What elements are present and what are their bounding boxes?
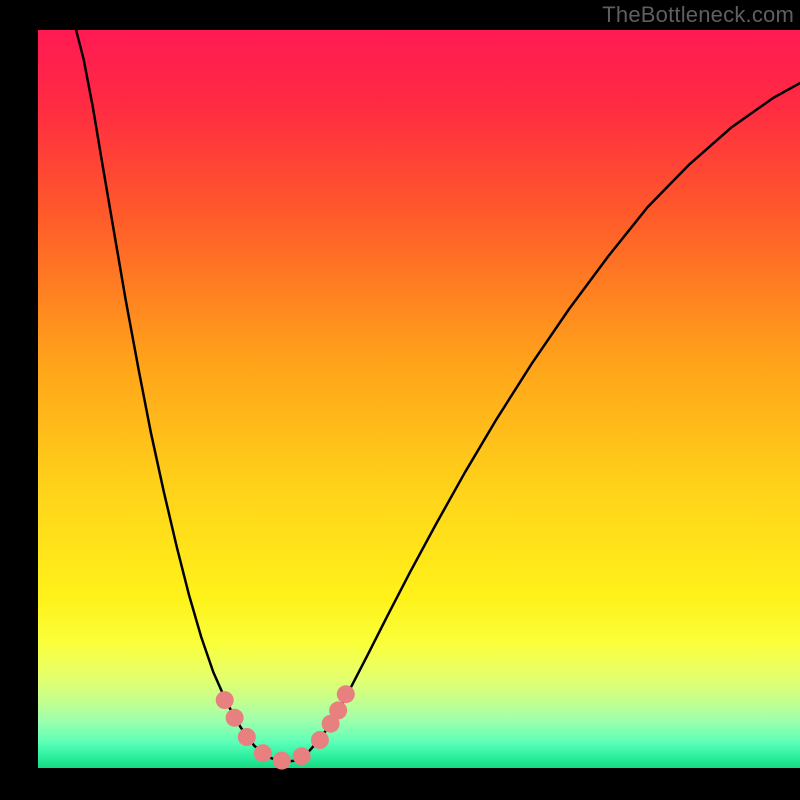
marker-dot	[293, 747, 311, 765]
marker-dot	[226, 709, 244, 727]
gradient-plot-area	[38, 30, 800, 768]
marker-dot	[273, 752, 291, 770]
marker-dot	[337, 685, 355, 703]
chart-svg	[0, 0, 800, 800]
marker-dot	[238, 728, 256, 746]
marker-dot	[216, 691, 234, 709]
watermark-text: TheBottleneck.com	[602, 2, 794, 28]
chart-container: TheBottleneck.com	[0, 0, 800, 800]
marker-dot	[329, 701, 347, 719]
marker-dot	[311, 731, 329, 749]
marker-dot	[254, 744, 272, 762]
